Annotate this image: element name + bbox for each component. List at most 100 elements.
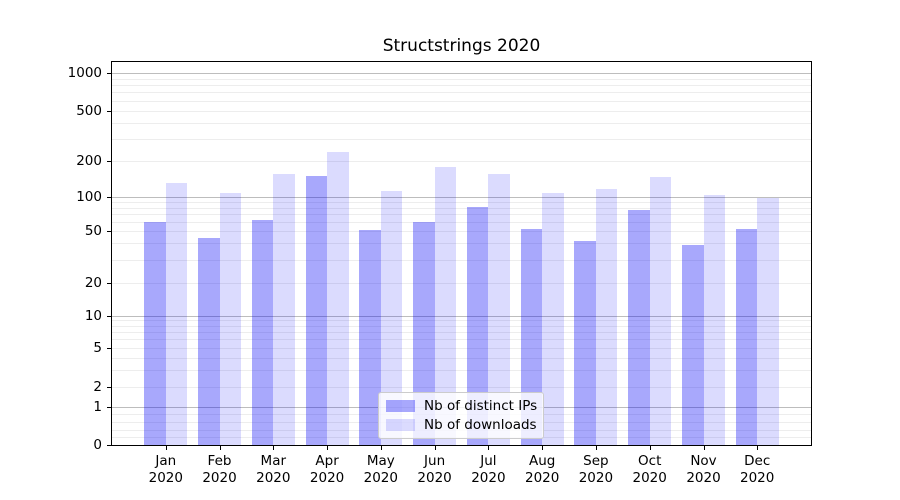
gridline-minor xyxy=(112,387,811,388)
legend-item: Nb of downloads xyxy=(386,417,537,433)
x-tick-mark xyxy=(434,446,436,450)
bar-distinct-ips-may xyxy=(359,229,381,445)
x-tick-label-jul: Jul 2020 xyxy=(471,453,506,486)
gridline-major xyxy=(112,72,811,74)
legend-item: Nb of distinct IPs xyxy=(386,398,538,414)
gridline-minor xyxy=(112,259,811,261)
gridline-minor xyxy=(112,207,811,209)
y-tick-label: 1000 xyxy=(67,64,102,81)
bar-distinct-ips-jun xyxy=(413,222,435,445)
bar-downloads-jan xyxy=(165,183,188,445)
gridline-minor xyxy=(112,243,811,245)
gridline-minor xyxy=(112,221,811,223)
gridline-minor xyxy=(112,111,811,112)
x-tick-mark xyxy=(273,446,275,450)
bar-distinct-ips-sep xyxy=(574,240,596,445)
x-tick-label-mar: Mar 2020 xyxy=(256,453,291,486)
x-tick-mark xyxy=(649,446,651,450)
gridline-minor xyxy=(112,348,811,349)
bar-distinct-ips-jul xyxy=(466,207,489,445)
bar-downloads-jul xyxy=(488,174,510,445)
y-tick-label: 50 xyxy=(84,222,102,239)
x-tick-mark xyxy=(542,446,544,450)
y-tick-label: 100 xyxy=(76,188,102,205)
gridline-minor xyxy=(112,283,811,284)
gridline-minor xyxy=(112,339,811,341)
gridline-minor xyxy=(112,230,811,232)
legend-swatch-icon xyxy=(386,419,415,431)
bar-downloads-aug xyxy=(542,193,564,445)
bar-distinct-ips-aug xyxy=(520,228,543,445)
bar-downloads-dec xyxy=(757,198,779,445)
x-tick-label-dec: Dec 2020 xyxy=(740,453,775,486)
x-tick-mark xyxy=(757,446,759,450)
bar-downloads-may xyxy=(380,190,403,445)
gridline-minor xyxy=(112,160,811,162)
gridline-minor xyxy=(112,332,811,334)
x-tick-label-may: May 2020 xyxy=(363,453,398,486)
y-tick-label: 20 xyxy=(84,275,102,291)
y-tick-mark xyxy=(107,72,111,74)
gridline-minor xyxy=(112,92,811,94)
bar-distinct-ips-dec xyxy=(735,228,758,445)
y-tick-mark xyxy=(107,445,111,446)
y-tick-mark xyxy=(107,348,111,349)
bar-downloads-apr xyxy=(327,151,349,445)
x-tick-label-jan: Jan 2020 xyxy=(148,453,183,486)
gridline-minor xyxy=(112,123,811,124)
y-tick-mark xyxy=(107,230,111,232)
plot-area xyxy=(111,61,812,446)
y-tick-mark xyxy=(107,160,111,162)
x-tick-label-nov: Nov 2020 xyxy=(686,453,721,486)
x-tick-label-feb: Feb 2020 xyxy=(202,453,237,486)
gridline-major xyxy=(112,196,811,198)
bar-distinct-ips-feb xyxy=(198,237,220,445)
gridline-minor xyxy=(112,326,811,327)
gridline-minor xyxy=(112,100,811,102)
x-tick-mark xyxy=(380,446,382,450)
gridline-minor xyxy=(112,201,811,203)
legend-swatch-icon xyxy=(386,400,415,412)
bar-distinct-ips-oct xyxy=(628,209,650,445)
y-tick-label: 500 xyxy=(76,103,102,119)
bar-downloads-jun xyxy=(434,167,457,445)
y-tick-label: 10 xyxy=(84,307,102,324)
gridline-minor xyxy=(112,357,811,359)
gridline-minor xyxy=(112,214,811,216)
gridline-minor xyxy=(112,85,811,86)
y-tick-mark xyxy=(107,387,111,388)
y-tick-mark xyxy=(107,283,111,284)
bar-downloads-mar xyxy=(273,173,295,445)
x-tick-mark xyxy=(595,446,597,450)
gridline-minor xyxy=(112,369,811,371)
gridline-minor xyxy=(112,138,811,140)
y-tick-mark xyxy=(107,315,111,317)
bar-distinct-ips-nov xyxy=(682,244,704,445)
bar-distinct-ips-jan xyxy=(144,222,166,445)
y-tick-label: 1 xyxy=(93,398,102,415)
bar-distinct-ips-mar xyxy=(251,220,274,445)
x-tick-label-oct: Oct 2020 xyxy=(632,453,667,486)
x-tick-mark xyxy=(488,446,490,450)
x-tick-label-sep: Sep 2020 xyxy=(578,453,614,486)
x-tick-mark xyxy=(327,446,329,450)
y-tick-label: 5 xyxy=(93,340,102,356)
bar-downloads-feb xyxy=(219,192,241,445)
bar-distinct-ips-apr xyxy=(305,175,328,445)
bar-downloads-sep xyxy=(595,189,618,445)
x-tick-label-apr: Apr 2020 xyxy=(309,453,345,486)
gridline-major xyxy=(112,315,811,317)
legend: Nb of distinct IPs Nb of downloads xyxy=(378,392,544,439)
gridline-minor xyxy=(112,320,811,322)
legend-label: Nb of downloads xyxy=(424,417,537,433)
x-tick-mark xyxy=(165,446,167,450)
y-tick-label: 0 xyxy=(93,437,102,453)
x-tick-label-jun: Jun 2020 xyxy=(417,453,452,486)
chart-title: Structstrings 2020 xyxy=(382,36,541,56)
y-tick-label: 2 xyxy=(93,379,102,395)
y-tick-label: 200 xyxy=(76,152,102,169)
gridline-minor xyxy=(112,78,811,80)
y-tick-mark xyxy=(107,196,111,198)
legend-label: Nb of distinct IPs xyxy=(424,398,538,414)
